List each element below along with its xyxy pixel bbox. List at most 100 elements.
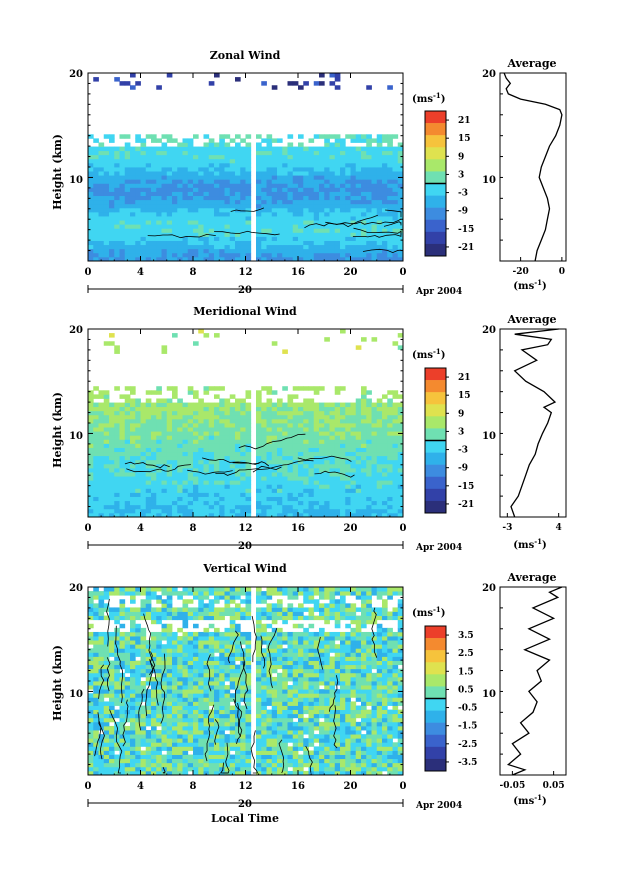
heat-cell bbox=[387, 451, 393, 457]
heat-cell bbox=[124, 725, 131, 731]
heat-cell bbox=[203, 758, 210, 764]
heat-cell bbox=[256, 730, 262, 735]
heat-cell bbox=[277, 496, 283, 502]
heat-cell bbox=[214, 713, 220, 719]
heat-cell bbox=[287, 738, 294, 743]
heat-cell bbox=[214, 762, 220, 768]
heat-cell bbox=[208, 488, 215, 493]
heat-cell bbox=[219, 766, 225, 772]
heat-cell bbox=[376, 439, 383, 444]
heat-cell bbox=[371, 472, 378, 477]
heat-cell bbox=[224, 472, 231, 477]
heat-cell bbox=[361, 484, 367, 489]
heat-cell bbox=[355, 345, 362, 350]
heat-cell bbox=[240, 162, 246, 168]
heat-cell bbox=[392, 211, 399, 217]
colorbar-tick-label: -15 bbox=[458, 225, 474, 235]
heat-cell bbox=[266, 232, 273, 237]
heat-cell bbox=[245, 175, 252, 180]
heat-cell bbox=[387, 472, 393, 477]
heat-cell bbox=[329, 418, 336, 424]
heat-cell bbox=[345, 512, 351, 518]
heat-cell bbox=[313, 431, 320, 436]
heat-cell bbox=[172, 439, 178, 444]
heat-cell bbox=[156, 256, 162, 262]
heat-cell bbox=[135, 81, 141, 86]
heat-cell bbox=[303, 187, 309, 192]
heat-cell bbox=[313, 455, 320, 461]
heat-cell bbox=[329, 467, 336, 473]
heat-cell bbox=[198, 488, 204, 493]
heat-cell bbox=[98, 766, 105, 772]
heat-cell bbox=[245, 199, 252, 205]
heat-cell bbox=[219, 150, 225, 156]
heat-cell bbox=[334, 236, 341, 241]
heat-cell bbox=[161, 224, 168, 229]
heat-cell bbox=[334, 697, 341, 702]
heat-cell bbox=[229, 488, 236, 493]
heat-cell bbox=[350, 224, 357, 229]
heat-cell bbox=[271, 766, 278, 772]
heat-cell bbox=[266, 244, 273, 250]
heat-cell bbox=[151, 203, 157, 209]
heat-cell bbox=[387, 85, 393, 90]
heat-cell bbox=[308, 398, 315, 403]
heat-cell bbox=[313, 236, 320, 241]
heat-cell bbox=[193, 721, 199, 727]
heat-cell bbox=[172, 701, 178, 706]
heat-cell bbox=[151, 150, 157, 156]
heat-cell bbox=[313, 693, 320, 698]
heat-cell bbox=[334, 179, 341, 184]
heat-cell bbox=[292, 435, 299, 440]
heat-cell bbox=[345, 451, 351, 457]
heat-cell bbox=[187, 504, 194, 510]
heat-cell bbox=[298, 191, 304, 197]
heat-cell bbox=[371, 406, 378, 412]
heat-cell bbox=[224, 191, 231, 197]
heat-cell bbox=[145, 199, 152, 205]
heat-cell bbox=[166, 162, 173, 168]
heat-cell bbox=[298, 508, 304, 514]
heat-cell bbox=[140, 500, 147, 506]
heat-cell bbox=[88, 199, 94, 205]
heat-cell bbox=[345, 406, 351, 412]
heat-cell bbox=[229, 455, 236, 461]
heat-cell bbox=[177, 175, 183, 180]
heat-cell bbox=[182, 427, 189, 432]
heat-cell bbox=[319, 459, 325, 465]
heat-cell bbox=[397, 179, 404, 184]
heat-cell bbox=[298, 701, 304, 706]
heat-cell bbox=[109, 459, 115, 465]
heat-cell bbox=[324, 138, 330, 143]
heat-cell bbox=[292, 766, 299, 772]
heat-cell bbox=[182, 167, 189, 172]
heat-cell bbox=[156, 742, 162, 747]
heat-cell bbox=[135, 252, 141, 258]
heat-cell bbox=[334, 414, 341, 420]
heat-cell bbox=[371, 750, 378, 755]
heat-cell bbox=[366, 179, 372, 184]
heat-cell bbox=[282, 746, 288, 751]
heat-cell bbox=[166, 240, 173, 246]
heat-cell bbox=[172, 496, 178, 502]
heat-cell bbox=[135, 410, 141, 416]
heat-cell bbox=[329, 414, 336, 420]
heat-cell bbox=[240, 187, 246, 192]
heat-cell bbox=[135, 232, 141, 237]
heat-cell bbox=[198, 179, 204, 184]
heat-cell bbox=[193, 427, 199, 432]
heat-cell bbox=[208, 439, 215, 444]
heat-cell bbox=[109, 484, 115, 489]
heat-cell bbox=[324, 472, 330, 477]
heat-cell bbox=[298, 496, 304, 502]
heat-cell bbox=[387, 746, 393, 751]
heat-cell bbox=[313, 134, 320, 139]
heat-cell bbox=[172, 480, 178, 485]
heat-cell bbox=[114, 484, 120, 489]
y-axis-label: Height (km) bbox=[51, 392, 64, 468]
heat-cell bbox=[224, 455, 231, 461]
heat-cell bbox=[193, 496, 199, 502]
heat-cell bbox=[313, 709, 320, 715]
heat-cell bbox=[161, 455, 168, 461]
heat-cell bbox=[361, 154, 367, 160]
